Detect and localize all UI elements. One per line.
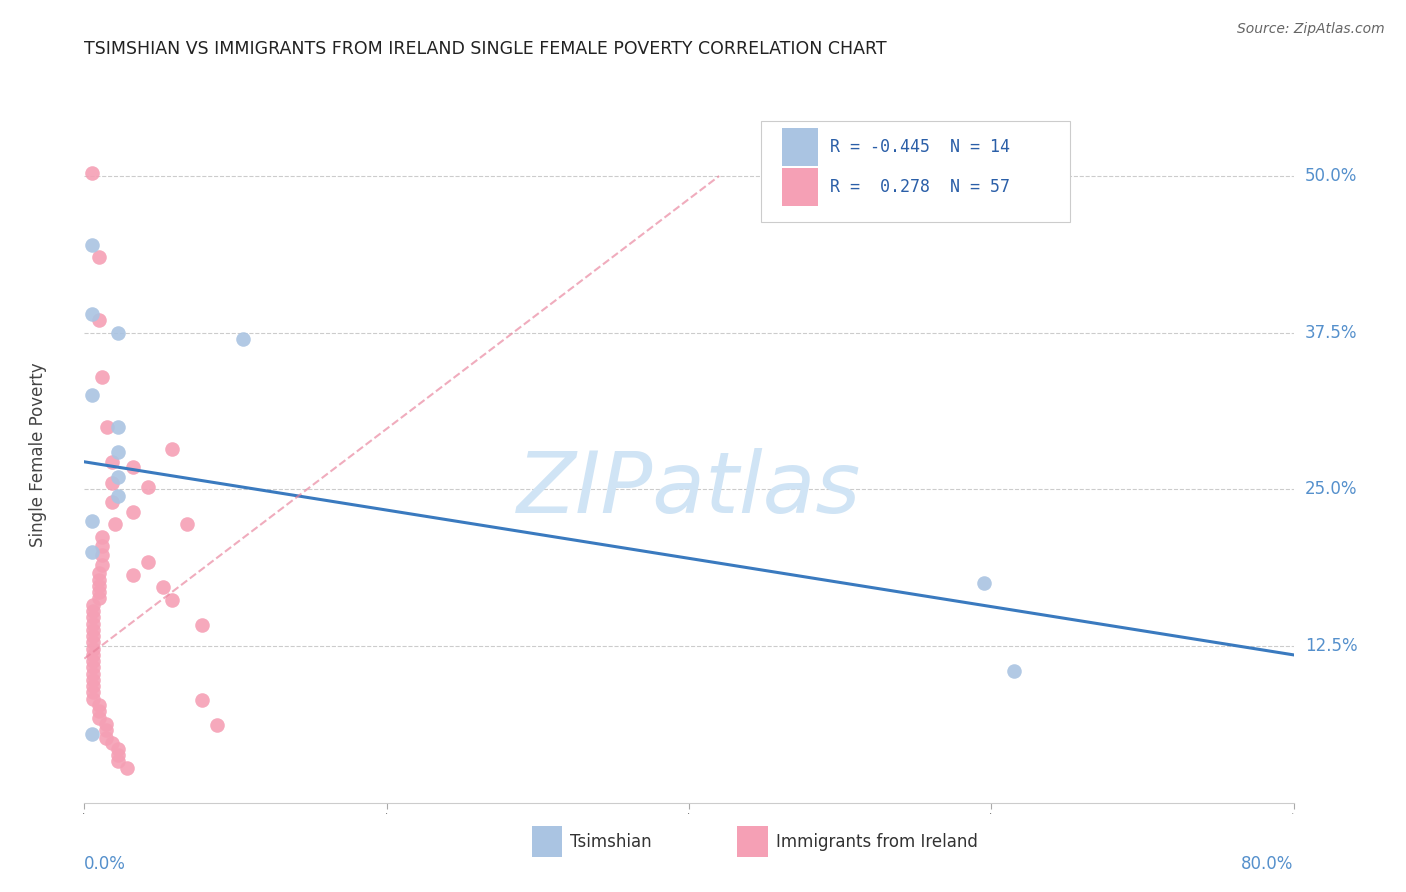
Text: Immigrants from Ireland: Immigrants from Ireland xyxy=(776,833,979,851)
Point xyxy=(89,591,111,606)
Point xyxy=(91,548,114,562)
Point xyxy=(82,598,104,612)
Point xyxy=(100,455,122,469)
Text: Tsimshian: Tsimshian xyxy=(571,833,652,851)
Text: R = -0.445  N = 14: R = -0.445 N = 14 xyxy=(831,137,1011,156)
Point xyxy=(107,755,129,769)
Point xyxy=(89,710,111,724)
Point xyxy=(82,673,104,687)
Point xyxy=(121,567,143,582)
Point xyxy=(136,555,159,569)
Point xyxy=(80,545,103,559)
FancyBboxPatch shape xyxy=(737,826,768,857)
Point xyxy=(107,444,129,458)
FancyBboxPatch shape xyxy=(762,121,1070,222)
Point xyxy=(82,616,104,631)
Point xyxy=(80,388,103,402)
Point xyxy=(191,693,214,707)
Text: 80.0%: 80.0% xyxy=(1241,855,1294,873)
Point xyxy=(115,761,138,775)
Point xyxy=(121,505,143,519)
Point xyxy=(89,573,111,587)
Point xyxy=(100,736,122,750)
Point xyxy=(191,617,214,632)
Point xyxy=(89,566,111,581)
Point xyxy=(80,166,103,180)
Text: 50.0%: 50.0% xyxy=(1305,167,1357,185)
Point xyxy=(107,489,129,503)
Point xyxy=(107,748,129,763)
Point xyxy=(82,691,104,706)
Point xyxy=(89,313,111,327)
Point xyxy=(152,580,174,594)
Point xyxy=(82,610,104,624)
Point xyxy=(82,660,104,674)
Point xyxy=(136,480,159,494)
Text: TSIMSHIAN VS IMMIGRANTS FROM IRELAND SINGLE FEMALE POVERTY CORRELATION CHART: TSIMSHIAN VS IMMIGRANTS FROM IRELAND SIN… xyxy=(84,40,887,58)
Text: Single Female Poverty: Single Female Poverty xyxy=(30,363,48,547)
Point xyxy=(100,476,122,491)
Point xyxy=(80,238,103,252)
Point xyxy=(89,251,111,265)
Point xyxy=(89,704,111,718)
Point xyxy=(107,470,129,484)
Point xyxy=(104,517,127,532)
Point xyxy=(160,442,183,457)
Point xyxy=(94,716,117,731)
Point xyxy=(89,579,111,593)
Point xyxy=(973,576,995,591)
Point xyxy=(107,326,129,340)
Point xyxy=(94,731,117,745)
Point xyxy=(82,641,104,656)
Point xyxy=(82,679,104,693)
Point xyxy=(82,648,104,662)
Point xyxy=(91,530,114,544)
Point xyxy=(100,495,122,509)
Point xyxy=(232,332,254,346)
Point xyxy=(82,685,104,699)
Point xyxy=(96,419,118,434)
Point xyxy=(176,517,198,532)
Point xyxy=(82,623,104,637)
Point xyxy=(82,654,104,668)
Point xyxy=(94,723,117,737)
Text: Source: ZipAtlas.com: Source: ZipAtlas.com xyxy=(1237,22,1385,37)
Point xyxy=(121,459,143,474)
Point xyxy=(82,604,104,618)
Point xyxy=(80,727,103,741)
Point xyxy=(80,307,103,321)
Text: 12.5%: 12.5% xyxy=(1305,637,1357,655)
Text: ZIPatlas: ZIPatlas xyxy=(517,448,860,532)
Point xyxy=(89,585,111,599)
Point xyxy=(82,629,104,643)
Point xyxy=(1002,664,1025,678)
Point xyxy=(107,419,129,434)
Point xyxy=(91,369,114,384)
Point xyxy=(160,592,183,607)
Point xyxy=(89,698,111,712)
Point xyxy=(91,558,114,572)
Point xyxy=(207,718,229,732)
Text: R =  0.278  N = 57: R = 0.278 N = 57 xyxy=(831,178,1011,196)
Text: 25.0%: 25.0% xyxy=(1305,481,1357,499)
FancyBboxPatch shape xyxy=(782,128,818,166)
Point xyxy=(82,666,104,681)
Text: 0.0%: 0.0% xyxy=(84,855,127,873)
Point xyxy=(80,514,103,528)
FancyBboxPatch shape xyxy=(531,826,562,857)
FancyBboxPatch shape xyxy=(782,168,818,206)
Text: 37.5%: 37.5% xyxy=(1305,324,1357,342)
Point xyxy=(107,742,129,756)
Point xyxy=(82,635,104,649)
Point xyxy=(91,539,114,553)
